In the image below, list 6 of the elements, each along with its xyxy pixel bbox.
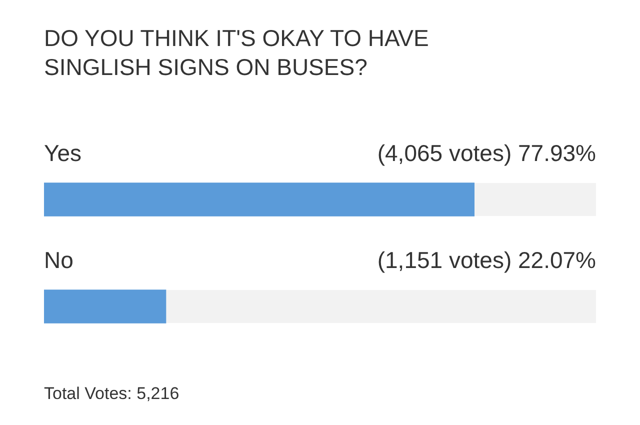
text: Total Votes: 5,216 — [44, 384, 180, 404]
y-tick-label: No — [44, 247, 74, 273]
data-label: (4,065 votes) 77.93% — [377, 140, 596, 166]
chart-title: DO YOU THINK IT'S OKAY TO HAVE SINGLISH SIGNS ON BUSES? — [44, 24, 430, 82]
data-label: (1,151 votes) 22.07% — [377, 247, 596, 273]
y-tick-label: Yes — [44, 140, 82, 166]
